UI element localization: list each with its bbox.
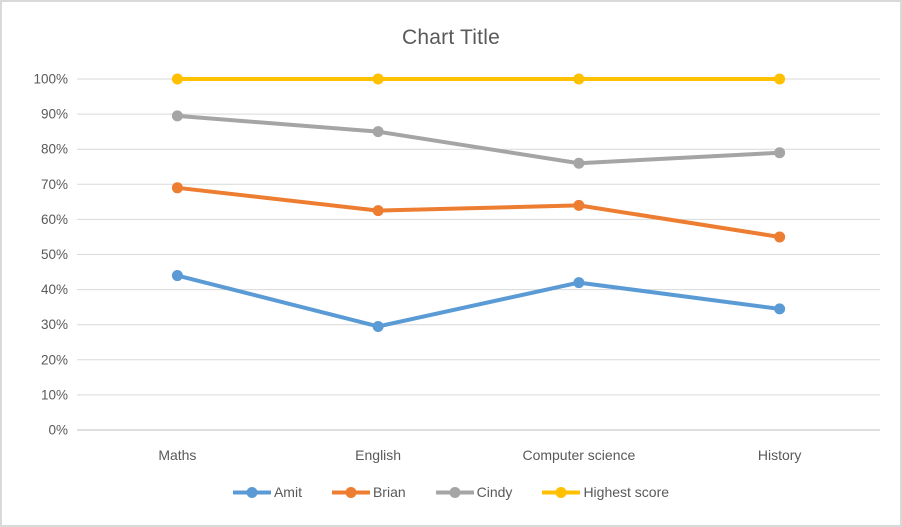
data-point-brian-english bbox=[372, 205, 384, 217]
y-tick-label: 40% bbox=[41, 282, 68, 297]
data-point-cindy-english bbox=[372, 126, 384, 138]
legend-marker-amit-icon bbox=[232, 486, 271, 498]
data-point-cindy-maths bbox=[171, 110, 183, 122]
legend-label-cindy: Cindy bbox=[476, 484, 513, 500]
data-point-highest-score-computer-science bbox=[573, 73, 585, 85]
y-tick-label: 100% bbox=[33, 72, 68, 87]
y-tick-label: 30% bbox=[41, 317, 68, 332]
legend-label-highest-score: Highest score bbox=[583, 484, 670, 500]
legend-item-amit[interactable]: Amit bbox=[232, 484, 302, 500]
y-tick-label: 20% bbox=[41, 352, 68, 367]
x-axis-label-history: History bbox=[758, 447, 802, 463]
series-line-brian bbox=[175, 185, 782, 239]
data-point-amit-history bbox=[774, 303, 786, 315]
legend: Amit Brian Cindy Highest score bbox=[2, 484, 900, 500]
x-axis-label-computer-science: Computer science bbox=[522, 447, 635, 463]
legend-marker-highest-score-icon bbox=[542, 486, 581, 498]
x-axis-label-english: English bbox=[355, 447, 401, 463]
legend-marker-cindy-icon bbox=[435, 486, 474, 498]
y-tick-label: 90% bbox=[41, 107, 68, 122]
legend-item-highest-score[interactable]: Highest score bbox=[542, 484, 669, 500]
y-tick-label: 50% bbox=[41, 247, 68, 262]
data-point-amit-english bbox=[372, 320, 384, 332]
data-point-highest-score-english bbox=[372, 73, 384, 85]
data-point-cindy-computer-science bbox=[573, 157, 585, 169]
data-point-brian-maths bbox=[171, 182, 183, 194]
legend-marker-brian-icon bbox=[331, 486, 370, 498]
legend-label-brian: Brian bbox=[372, 484, 406, 500]
y-tick-label: 10% bbox=[41, 387, 68, 402]
data-point-brian-history bbox=[774, 231, 786, 243]
x-axis-label-maths: Maths bbox=[158, 447, 196, 463]
data-point-amit-maths bbox=[171, 270, 183, 282]
y-tick-label: 0% bbox=[48, 423, 68, 438]
series-line-cindy bbox=[175, 113, 782, 166]
data-point-highest-score-maths bbox=[171, 73, 183, 85]
legend-item-brian[interactable]: Brian bbox=[331, 484, 406, 500]
chart-title: Chart Title bbox=[402, 26, 500, 49]
data-point-highest-score-history bbox=[774, 73, 786, 85]
y-tick-label: 60% bbox=[41, 212, 68, 227]
data-point-brian-computer-science bbox=[573, 199, 585, 211]
legend-label-amit: Amit bbox=[273, 484, 302, 500]
y-tick-label: 70% bbox=[41, 177, 68, 192]
data-point-cindy-history bbox=[774, 147, 786, 159]
data-point-amit-computer-science bbox=[573, 277, 585, 289]
legend-item-cindy[interactable]: Cindy bbox=[435, 484, 513, 500]
series-line-amit bbox=[175, 273, 782, 329]
y-tick-label: 80% bbox=[41, 142, 68, 157]
